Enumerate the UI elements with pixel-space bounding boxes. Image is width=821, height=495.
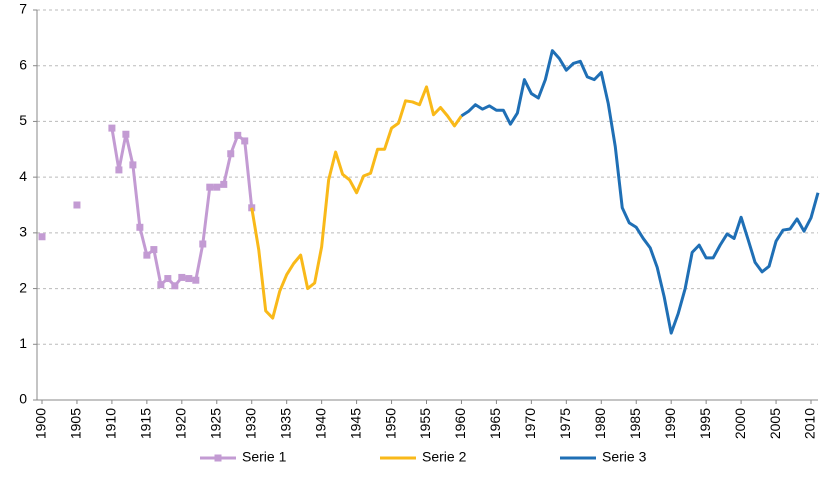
- x-tick-label: 1990: [662, 408, 678, 439]
- x-tick-label: 1970: [522, 408, 538, 439]
- point-marker: [129, 161, 137, 169]
- legend-marker: [214, 454, 222, 462]
- y-tick-label: 6: [19, 56, 27, 72]
- point-marker: [38, 233, 46, 241]
- legend-label: Serie 1: [242, 449, 287, 465]
- x-tick-label: 1985: [627, 408, 643, 439]
- x-tick-label: 1975: [557, 408, 573, 439]
- y-tick-label: 0: [19, 391, 27, 407]
- x-tick-label: 1950: [382, 408, 398, 439]
- y-tick-label: 2: [19, 279, 27, 295]
- x-tick-label: 1900: [33, 408, 49, 439]
- legend-label: Serie 2: [422, 449, 467, 465]
- point-marker: [206, 183, 214, 191]
- x-tick-label: 1995: [697, 408, 713, 439]
- x-tick-label: 2005: [767, 408, 783, 439]
- point-marker: [234, 131, 242, 139]
- series-line: [460, 49, 820, 335]
- x-tick-label: 1965: [487, 408, 503, 439]
- point-marker: [136, 223, 144, 231]
- point-marker: [220, 180, 228, 188]
- point-marker: [73, 201, 81, 209]
- y-tick-label: 1: [19, 335, 27, 351]
- point-marker: [185, 275, 193, 283]
- x-tick-label: 1930: [242, 408, 258, 439]
- point-marker: [143, 251, 151, 259]
- x-tick-label: 2000: [732, 408, 748, 439]
- y-tick-label: 4: [19, 168, 27, 184]
- point-marker: [115, 166, 123, 174]
- point-marker: [108, 124, 116, 132]
- y-tick-label: 5: [19, 112, 27, 128]
- point-marker: [227, 150, 235, 158]
- x-tick-label: 1960: [452, 408, 468, 439]
- x-tick-label: 1945: [347, 408, 363, 439]
- point-marker: [171, 282, 179, 290]
- x-tick-label: 1925: [207, 408, 223, 439]
- x-tick-label: 1980: [592, 408, 608, 439]
- x-tick-label: 1940: [312, 408, 328, 439]
- x-tick-label: 1935: [277, 408, 293, 439]
- legend-label: Serie 3: [602, 449, 647, 465]
- point-marker: [213, 183, 221, 191]
- point-marker: [157, 281, 165, 289]
- point-marker: [150, 246, 158, 254]
- x-tick-label: 1910: [103, 408, 119, 439]
- point-marker: [241, 137, 249, 145]
- x-tick-label: 2010: [802, 408, 818, 439]
- y-tick-label: 3: [19, 224, 27, 240]
- x-tick-label: 1915: [138, 408, 154, 439]
- y-tick-label: 7: [19, 1, 27, 17]
- point-marker: [122, 130, 130, 138]
- point-marker: [199, 240, 207, 248]
- point-marker: [192, 276, 200, 284]
- x-tick-label: 1955: [417, 408, 433, 439]
- point-marker: [164, 275, 172, 283]
- x-tick-label: 1920: [173, 408, 189, 439]
- point-marker: [178, 273, 186, 281]
- series-line: [250, 85, 463, 320]
- x-tick-label: 1905: [68, 408, 84, 439]
